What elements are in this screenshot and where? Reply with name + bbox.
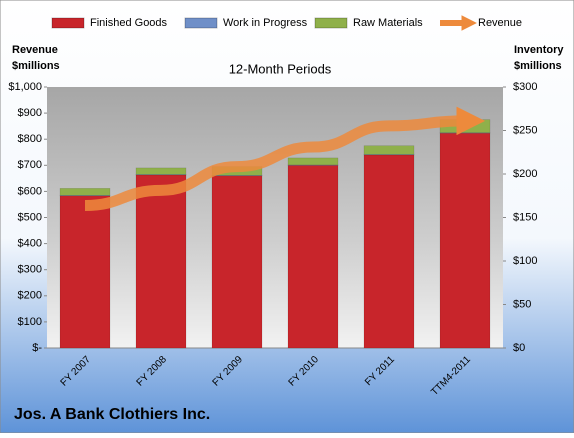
y2-tick-label: $100 bbox=[513, 255, 537, 267]
legend-swatch bbox=[314, 17, 348, 29]
legend-label: Revenue bbox=[478, 17, 522, 29]
legend-swatch bbox=[51, 17, 85, 29]
bar-segment bbox=[287, 165, 339, 349]
bar-segment bbox=[439, 132, 491, 349]
footer: Jos. A Bank Clothiers Inc. bbox=[14, 406, 210, 423]
bar-segment bbox=[59, 195, 111, 349]
y2-tick-label: $300 bbox=[513, 81, 537, 93]
legend-label: Finished Goods bbox=[90, 17, 168, 29]
y-tick-label: $100 bbox=[18, 316, 42, 328]
y2-tick-label: $0 bbox=[513, 342, 525, 354]
bar-segment bbox=[211, 175, 263, 349]
y-tick-label: $600 bbox=[18, 185, 42, 197]
y-tick-label: $400 bbox=[18, 238, 42, 250]
bar-segment bbox=[363, 154, 415, 349]
chart-title: 12-Month Periods bbox=[229, 61, 332, 76]
bar-segment bbox=[59, 188, 111, 196]
y-axis-label: $millions bbox=[12, 60, 60, 72]
bar-segment bbox=[135, 174, 187, 349]
bar-segment bbox=[135, 167, 187, 175]
y-tick-label: $- bbox=[32, 342, 42, 354]
legend-label: Raw Materials bbox=[353, 17, 423, 29]
y2-tick-label: $150 bbox=[513, 211, 537, 223]
y2-tick-label: $50 bbox=[513, 298, 531, 310]
bar-segment bbox=[287, 157, 339, 166]
bar-segment bbox=[363, 145, 415, 155]
legend-label: Work in Progress bbox=[223, 17, 308, 29]
y2-axis-label: Inventory bbox=[514, 44, 564, 56]
y2-tick-label: $200 bbox=[513, 168, 537, 180]
y-tick-label: $500 bbox=[18, 211, 42, 223]
plot-area bbox=[47, 87, 503, 348]
y-tick-label: $800 bbox=[18, 133, 42, 145]
legend-swatch bbox=[184, 17, 218, 29]
y-tick-label: $200 bbox=[18, 290, 42, 302]
y-tick-label: $300 bbox=[18, 264, 42, 276]
revenue-line bbox=[84, 106, 486, 211]
y-axis-label: Revenue bbox=[12, 44, 58, 56]
y2-tick-label: $250 bbox=[513, 124, 537, 136]
y-tick-label: $900 bbox=[18, 107, 42, 119]
y-tick-label: $700 bbox=[18, 159, 42, 171]
y2-axis-label: $millions bbox=[514, 60, 562, 72]
y-tick-label: $1,000 bbox=[8, 81, 42, 93]
